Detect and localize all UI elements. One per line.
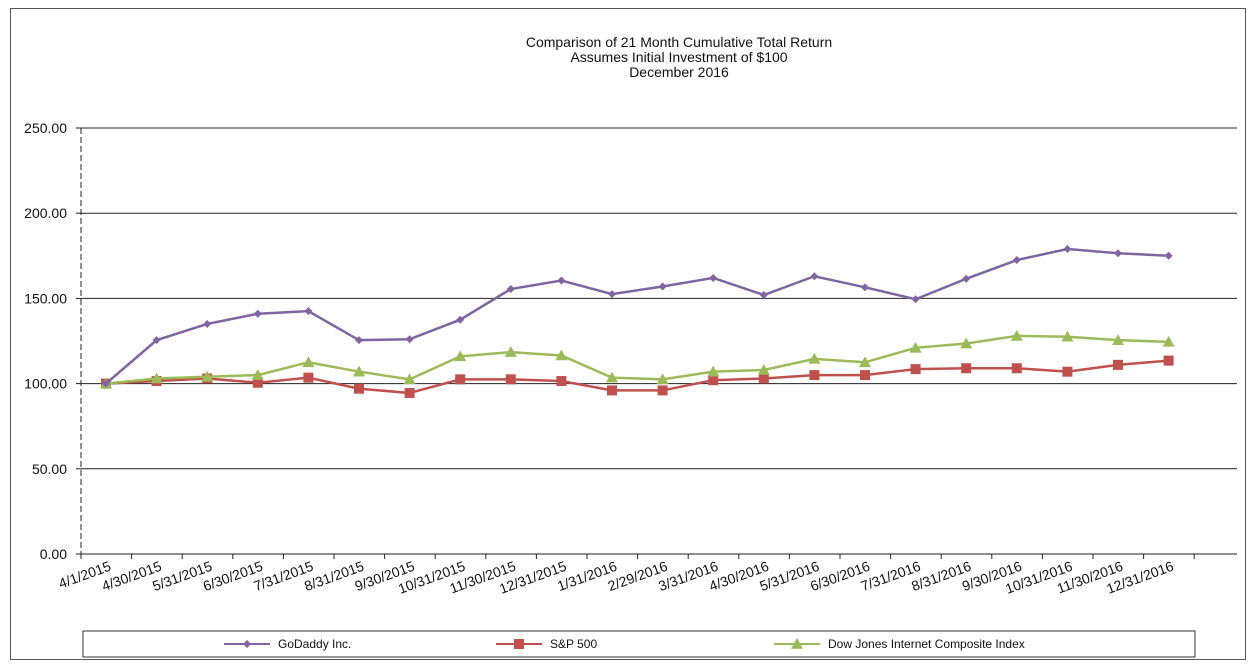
data-point bbox=[201, 370, 214, 382]
y-tick-label: 150.00 bbox=[24, 290, 67, 306]
data-point bbox=[404, 387, 415, 398]
data-point bbox=[810, 272, 819, 281]
y-tick-label: 250.00 bbox=[24, 120, 67, 136]
data-point bbox=[757, 363, 770, 375]
data-point bbox=[606, 371, 618, 383]
data-point bbox=[1113, 359, 1123, 370]
data-point bbox=[707, 365, 720, 377]
data-point bbox=[960, 337, 973, 349]
legend-swatch-marker bbox=[791, 638, 803, 649]
legend-label: Dow Jones Internet Composite Index bbox=[828, 637, 1025, 651]
y-tick-label: 0.00 bbox=[40, 546, 67, 562]
data-point bbox=[1162, 335, 1175, 347]
data-point bbox=[911, 295, 920, 304]
data-point bbox=[962, 274, 971, 283]
data-point bbox=[1112, 334, 1124, 345]
data-point bbox=[608, 290, 616, 299]
data-point bbox=[455, 374, 466, 385]
data-point bbox=[708, 375, 719, 386]
data-point bbox=[1062, 366, 1073, 377]
legend: GoDaddy Inc. S&P 500 Dow Jones Internet Co… bbox=[82, 630, 1196, 658]
data-point bbox=[860, 370, 870, 381]
data-point bbox=[405, 335, 414, 344]
data-point bbox=[557, 276, 566, 285]
data-point bbox=[150, 372, 163, 384]
data-point bbox=[909, 341, 922, 353]
data-point bbox=[1063, 244, 1072, 253]
data-point bbox=[656, 373, 669, 385]
data-point bbox=[354, 383, 364, 394]
data-point bbox=[506, 285, 515, 294]
data-point bbox=[252, 377, 263, 388]
series-line bbox=[105, 334, 1169, 385]
data-point bbox=[607, 385, 617, 396]
line-chart: Comparison of 21 Month Cumulative Total … bbox=[24, 34, 1237, 658]
data-point bbox=[504, 346, 517, 357]
legend-label: S&P 500 bbox=[550, 637, 597, 651]
data-point bbox=[456, 315, 465, 324]
data-point bbox=[759, 290, 768, 299]
data-point bbox=[555, 349, 568, 361]
data-point bbox=[253, 309, 262, 318]
series-godaddy-inc- bbox=[102, 244, 1173, 388]
data-point bbox=[809, 370, 820, 381]
series-line bbox=[105, 247, 1169, 385]
data-point bbox=[1061, 330, 1074, 342]
data-point bbox=[454, 350, 467, 362]
data-point bbox=[403, 373, 416, 385]
data-point bbox=[251, 369, 264, 380]
data-point bbox=[961, 363, 972, 374]
data-point bbox=[1011, 363, 1022, 374]
chart-frame: Comparison of 21 Month Cumulative Total … bbox=[10, 8, 1246, 660]
chart-title-line: Assumes Initial Investment of $100 bbox=[570, 49, 787, 65]
legend-item: Dow Jones Internet Composite Index bbox=[774, 637, 1025, 651]
data-point bbox=[658, 282, 667, 291]
data-point bbox=[1010, 329, 1023, 341]
data-point bbox=[657, 385, 668, 396]
gridlines bbox=[81, 127, 1237, 470]
series-dow-jones-internet-composite-index bbox=[100, 329, 1175, 389]
data-point bbox=[353, 365, 365, 377]
data-point bbox=[304, 307, 313, 316]
data-point bbox=[1164, 251, 1173, 260]
data-point bbox=[152, 336, 161, 345]
data-point bbox=[203, 319, 212, 328]
legend-item: S&P 500 bbox=[496, 637, 597, 651]
y-tick-label: 200.00 bbox=[24, 205, 67, 221]
data-point bbox=[102, 379, 110, 388]
axes bbox=[80, 128, 1237, 555]
chart-title-line: Comparison of 21 Month Cumulative Total … bbox=[526, 34, 832, 50]
data-point bbox=[303, 372, 314, 383]
x-axis-ticks: 4/1/20154/30/20155/31/20156/30/20157/31/… bbox=[56, 554, 1195, 597]
data-point bbox=[808, 352, 821, 364]
data-point bbox=[355, 336, 363, 345]
legend-swatch-marker bbox=[243, 640, 251, 648]
series-line bbox=[105, 359, 1169, 395]
y-tick-label: 50.00 bbox=[32, 461, 67, 477]
data-point bbox=[1114, 249, 1122, 258]
legend-label: GoDaddy Inc. bbox=[278, 637, 351, 651]
legend-item: GoDaddy Inc. bbox=[224, 637, 351, 651]
chart-title-line: December 2016 bbox=[629, 64, 729, 80]
chart-title: Comparison of 21 Month Cumulative Total … bbox=[526, 34, 832, 80]
data-point bbox=[910, 364, 921, 375]
legend-swatch-marker bbox=[514, 639, 524, 649]
data-point bbox=[709, 273, 718, 282]
data-point bbox=[1012, 256, 1021, 265]
y-axis-ticks: 0.00 50.00 100.00 150.00 200.00 250.00 bbox=[24, 120, 81, 562]
data-point bbox=[302, 356, 315, 368]
series bbox=[100, 244, 1175, 398]
data-point bbox=[505, 374, 516, 385]
data-point bbox=[859, 356, 871, 368]
data-point bbox=[556, 376, 567, 387]
data-point bbox=[758, 373, 769, 384]
data-point bbox=[861, 283, 869, 292]
y-tick-label: 100.00 bbox=[24, 376, 67, 392]
data-point bbox=[1163, 355, 1174, 366]
